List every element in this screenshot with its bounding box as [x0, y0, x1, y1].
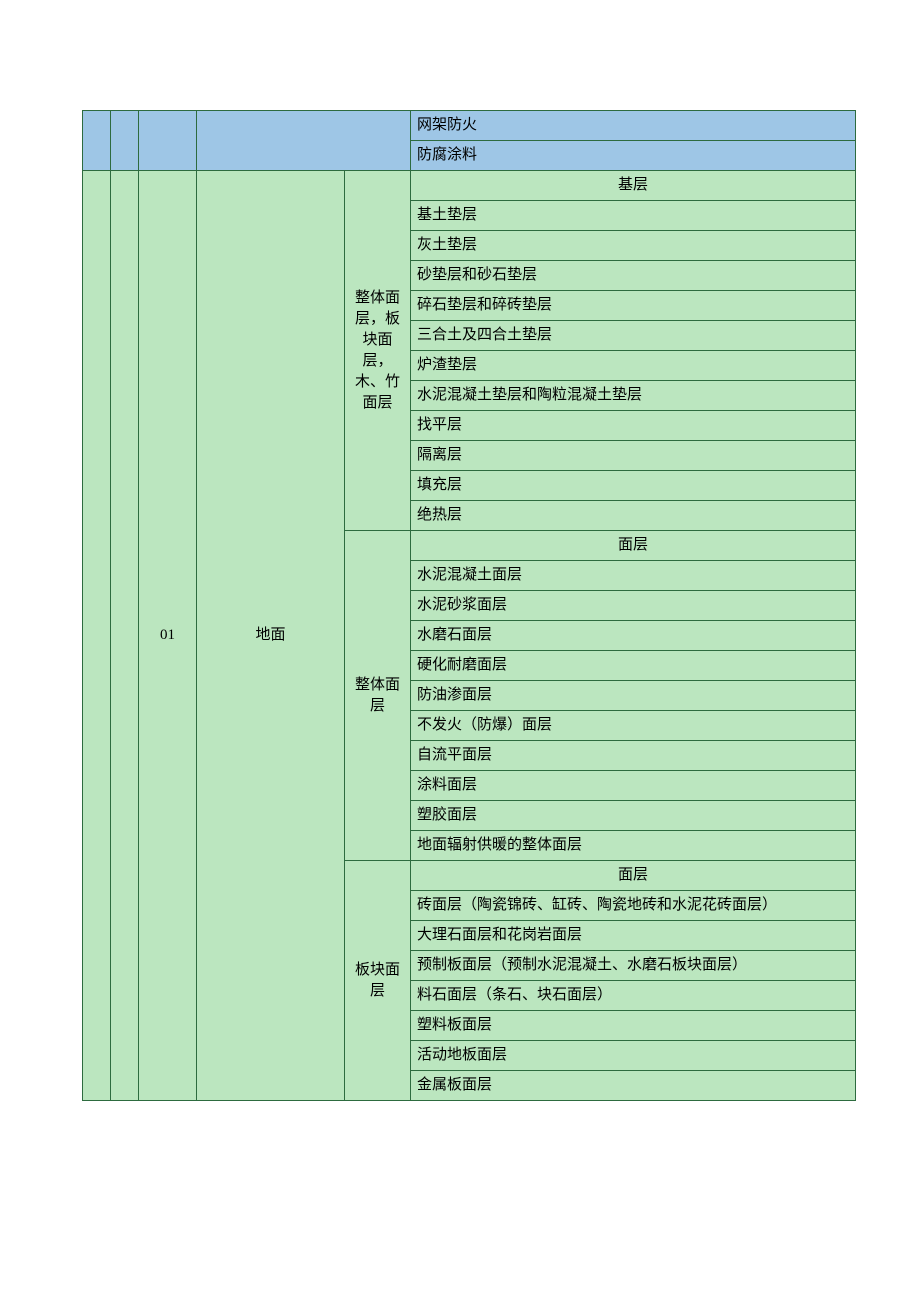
code-cell: 01	[139, 171, 197, 1101]
item-cell: 绝热层	[411, 501, 856, 531]
item-cell: 炉渣垫层	[411, 351, 856, 381]
item-cell: 水泥混凝土垫层和陶粒混凝土垫层	[411, 381, 856, 411]
item-cell: 硬化耐磨面层	[411, 651, 856, 681]
item-cell: 地面辐射供暖的整体面层	[411, 831, 856, 861]
top-col-c	[139, 111, 197, 171]
item-cell: 防油渗面层	[411, 681, 856, 711]
item-cell: 料石面层（条石、块石面层）	[411, 981, 856, 1011]
top-item: 防腐涂料	[411, 141, 856, 171]
item-cell: 灰土垫层	[411, 231, 856, 261]
item-cell: 水泥混凝土面层	[411, 561, 856, 591]
item-cell: 隔离层	[411, 441, 856, 471]
item-cell: 大理石面层和花岗岩面层	[411, 921, 856, 951]
top-col-d	[197, 111, 411, 171]
item-cell: 找平层	[411, 411, 856, 441]
top-item: 网架防火	[411, 111, 856, 141]
item-cell: 活动地板面层	[411, 1041, 856, 1071]
item-cell: 涂料面层	[411, 771, 856, 801]
group-label: 整体面层	[345, 531, 411, 861]
item-cell: 不发火（防爆）面层	[411, 711, 856, 741]
item-cell: 金属板面层	[411, 1071, 856, 1101]
group-header: 面层	[411, 861, 856, 891]
green-col-b	[111, 171, 139, 1101]
item-cell: 碎石垫层和碎砖垫层	[411, 291, 856, 321]
name-cell: 地面	[197, 171, 345, 1101]
item-cell: 塑胶面层	[411, 801, 856, 831]
item-cell: 砂垫层和砂石垫层	[411, 261, 856, 291]
group-header: 基层	[411, 171, 856, 201]
item-cell: 填充层	[411, 471, 856, 501]
item-cell: 预制板面层（预制水泥混凝土、水磨石板块面层）	[411, 951, 856, 981]
group-header: 面层	[411, 531, 856, 561]
item-cell: 塑料板面层	[411, 1011, 856, 1041]
item-cell: 三合土及四合土垫层	[411, 321, 856, 351]
top-col-a	[83, 111, 111, 171]
item-cell: 自流平面层	[411, 741, 856, 771]
item-cell: 水磨石面层	[411, 621, 856, 651]
item-cell: 砖面层（陶瓷锦砖、缸砖、陶瓷地砖和水泥花砖面层）	[411, 891, 856, 921]
top-col-b	[111, 111, 139, 171]
item-cell: 水泥砂浆面层	[411, 591, 856, 621]
group-label: 板块面层	[345, 861, 411, 1101]
spec-table: 网架防火防腐涂料 01地面整体面层，板块面层，木、竹面层基层基土垫层灰土垫层砂垫层…	[82, 110, 856, 1101]
group-label: 整体面层，板块面层，木、竹面层	[345, 171, 411, 531]
item-cell: 基土垫层	[411, 201, 856, 231]
green-col-a	[83, 171, 111, 1101]
